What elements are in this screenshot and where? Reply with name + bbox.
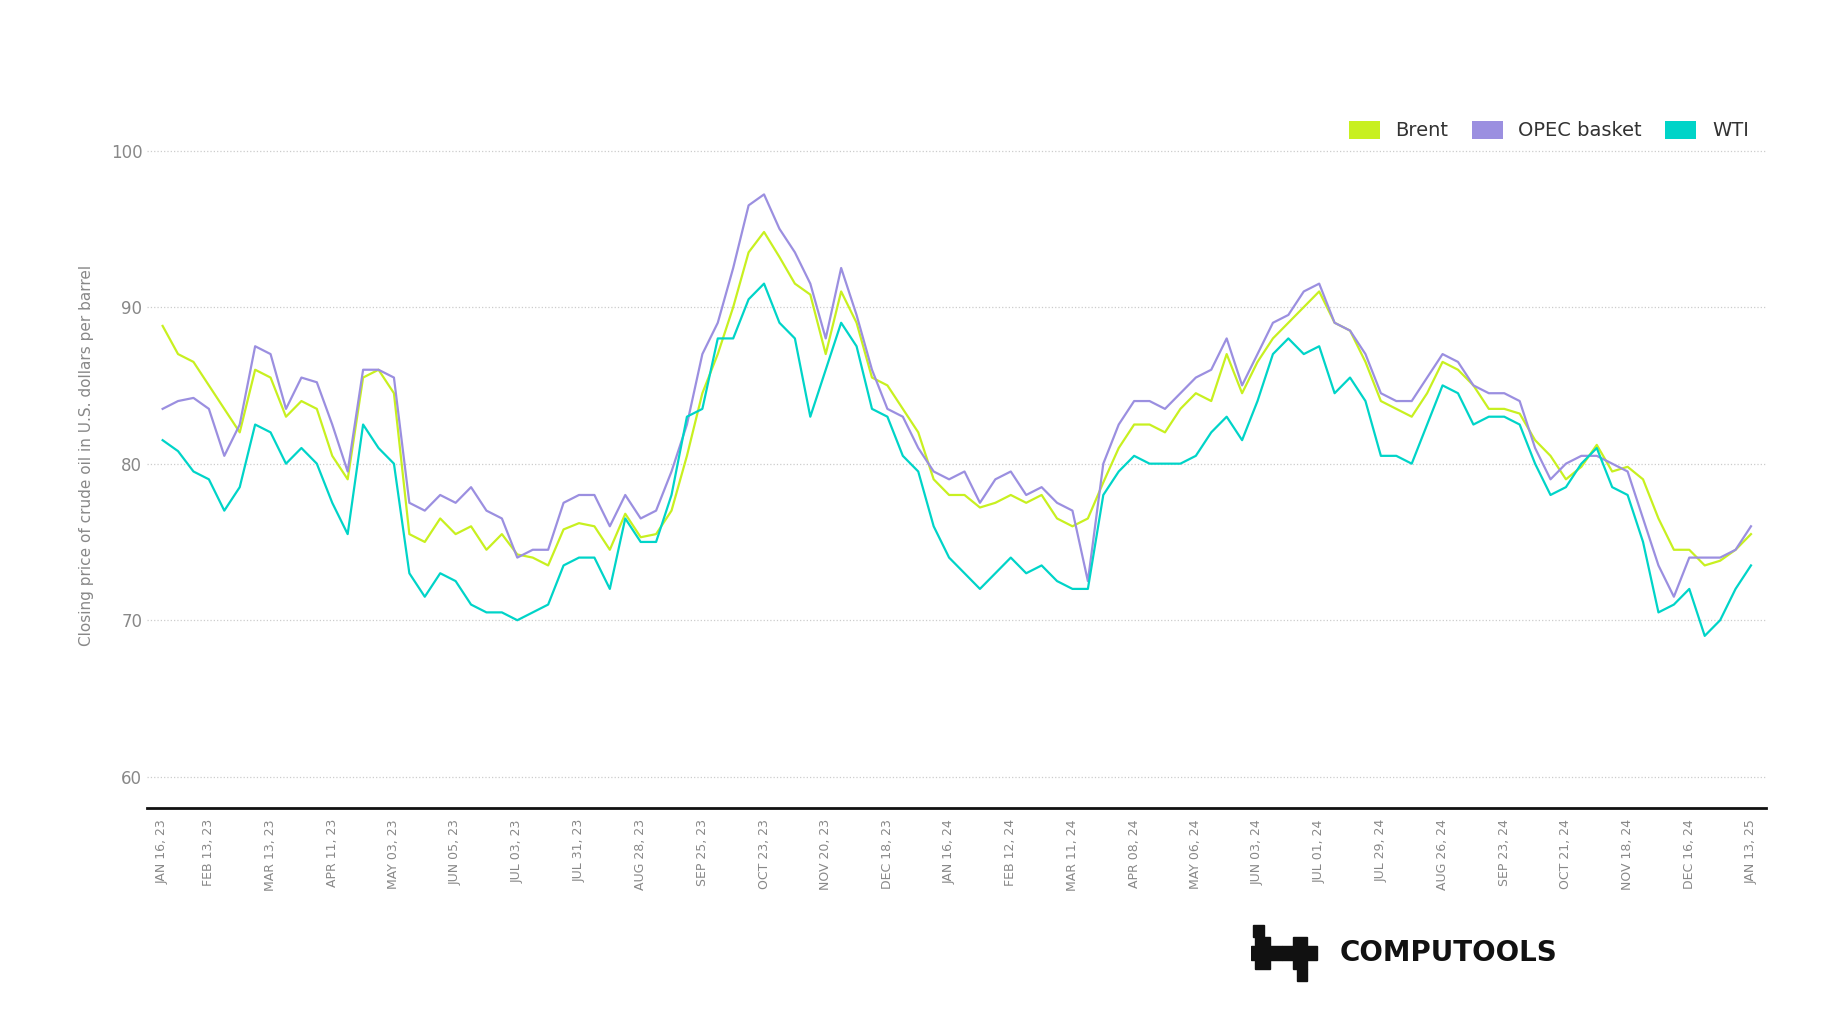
WTI: [199, 473, 221, 486]
OPEC basket: [953, 465, 975, 478]
Text: COMPUTOOLS: COMPUTOOLS: [1339, 939, 1556, 968]
Bar: [1296, 970, 1306, 981]
OPEC basket: [1662, 591, 1685, 603]
OPEC basket: [151, 403, 173, 415]
Brent: [969, 501, 991, 514]
Brent: [151, 320, 173, 333]
OPEC basket: [614, 489, 636, 501]
WTI: [1740, 559, 1762, 572]
WTI: [151, 434, 173, 447]
Brent: [199, 379, 221, 392]
WTI: [1692, 630, 1714, 642]
WTI: [614, 512, 636, 524]
Line: Brent: Brent: [162, 232, 1751, 566]
Line: OPEC basket: OPEC basket: [162, 195, 1751, 597]
Brent: [629, 531, 651, 544]
OPEC basket: [552, 496, 574, 509]
Brent: [537, 559, 559, 572]
Legend: Brent, OPEC basket, WTI: Brent, OPEC basket, WTI: [1341, 113, 1756, 148]
OPEC basket: [199, 403, 221, 415]
Bar: [1282, 946, 1317, 960]
Brent: [1740, 528, 1762, 541]
WTI: [752, 278, 774, 290]
Bar: [1293, 937, 1306, 970]
Bar: [1254, 937, 1269, 970]
WTI: [1616, 489, 1639, 501]
Bar: [1251, 946, 1282, 960]
OPEC basket: [752, 189, 774, 201]
Brent: [1708, 554, 1730, 567]
Brent: [752, 226, 774, 238]
Y-axis label: Closing price of crude oil in U.S. dollars per barrel: Closing price of crude oil in U.S. dolla…: [79, 265, 94, 646]
OPEC basket: [1740, 520, 1762, 533]
WTI: [1708, 614, 1730, 627]
OPEC basket: [1616, 465, 1639, 478]
WTI: [953, 567, 975, 579]
Brent: [1631, 473, 1653, 486]
Bar: [1252, 925, 1263, 937]
Brent: [568, 517, 590, 529]
Line: WTI: WTI: [162, 284, 1751, 636]
OPEC basket: [1708, 551, 1730, 564]
WTI: [552, 559, 574, 572]
